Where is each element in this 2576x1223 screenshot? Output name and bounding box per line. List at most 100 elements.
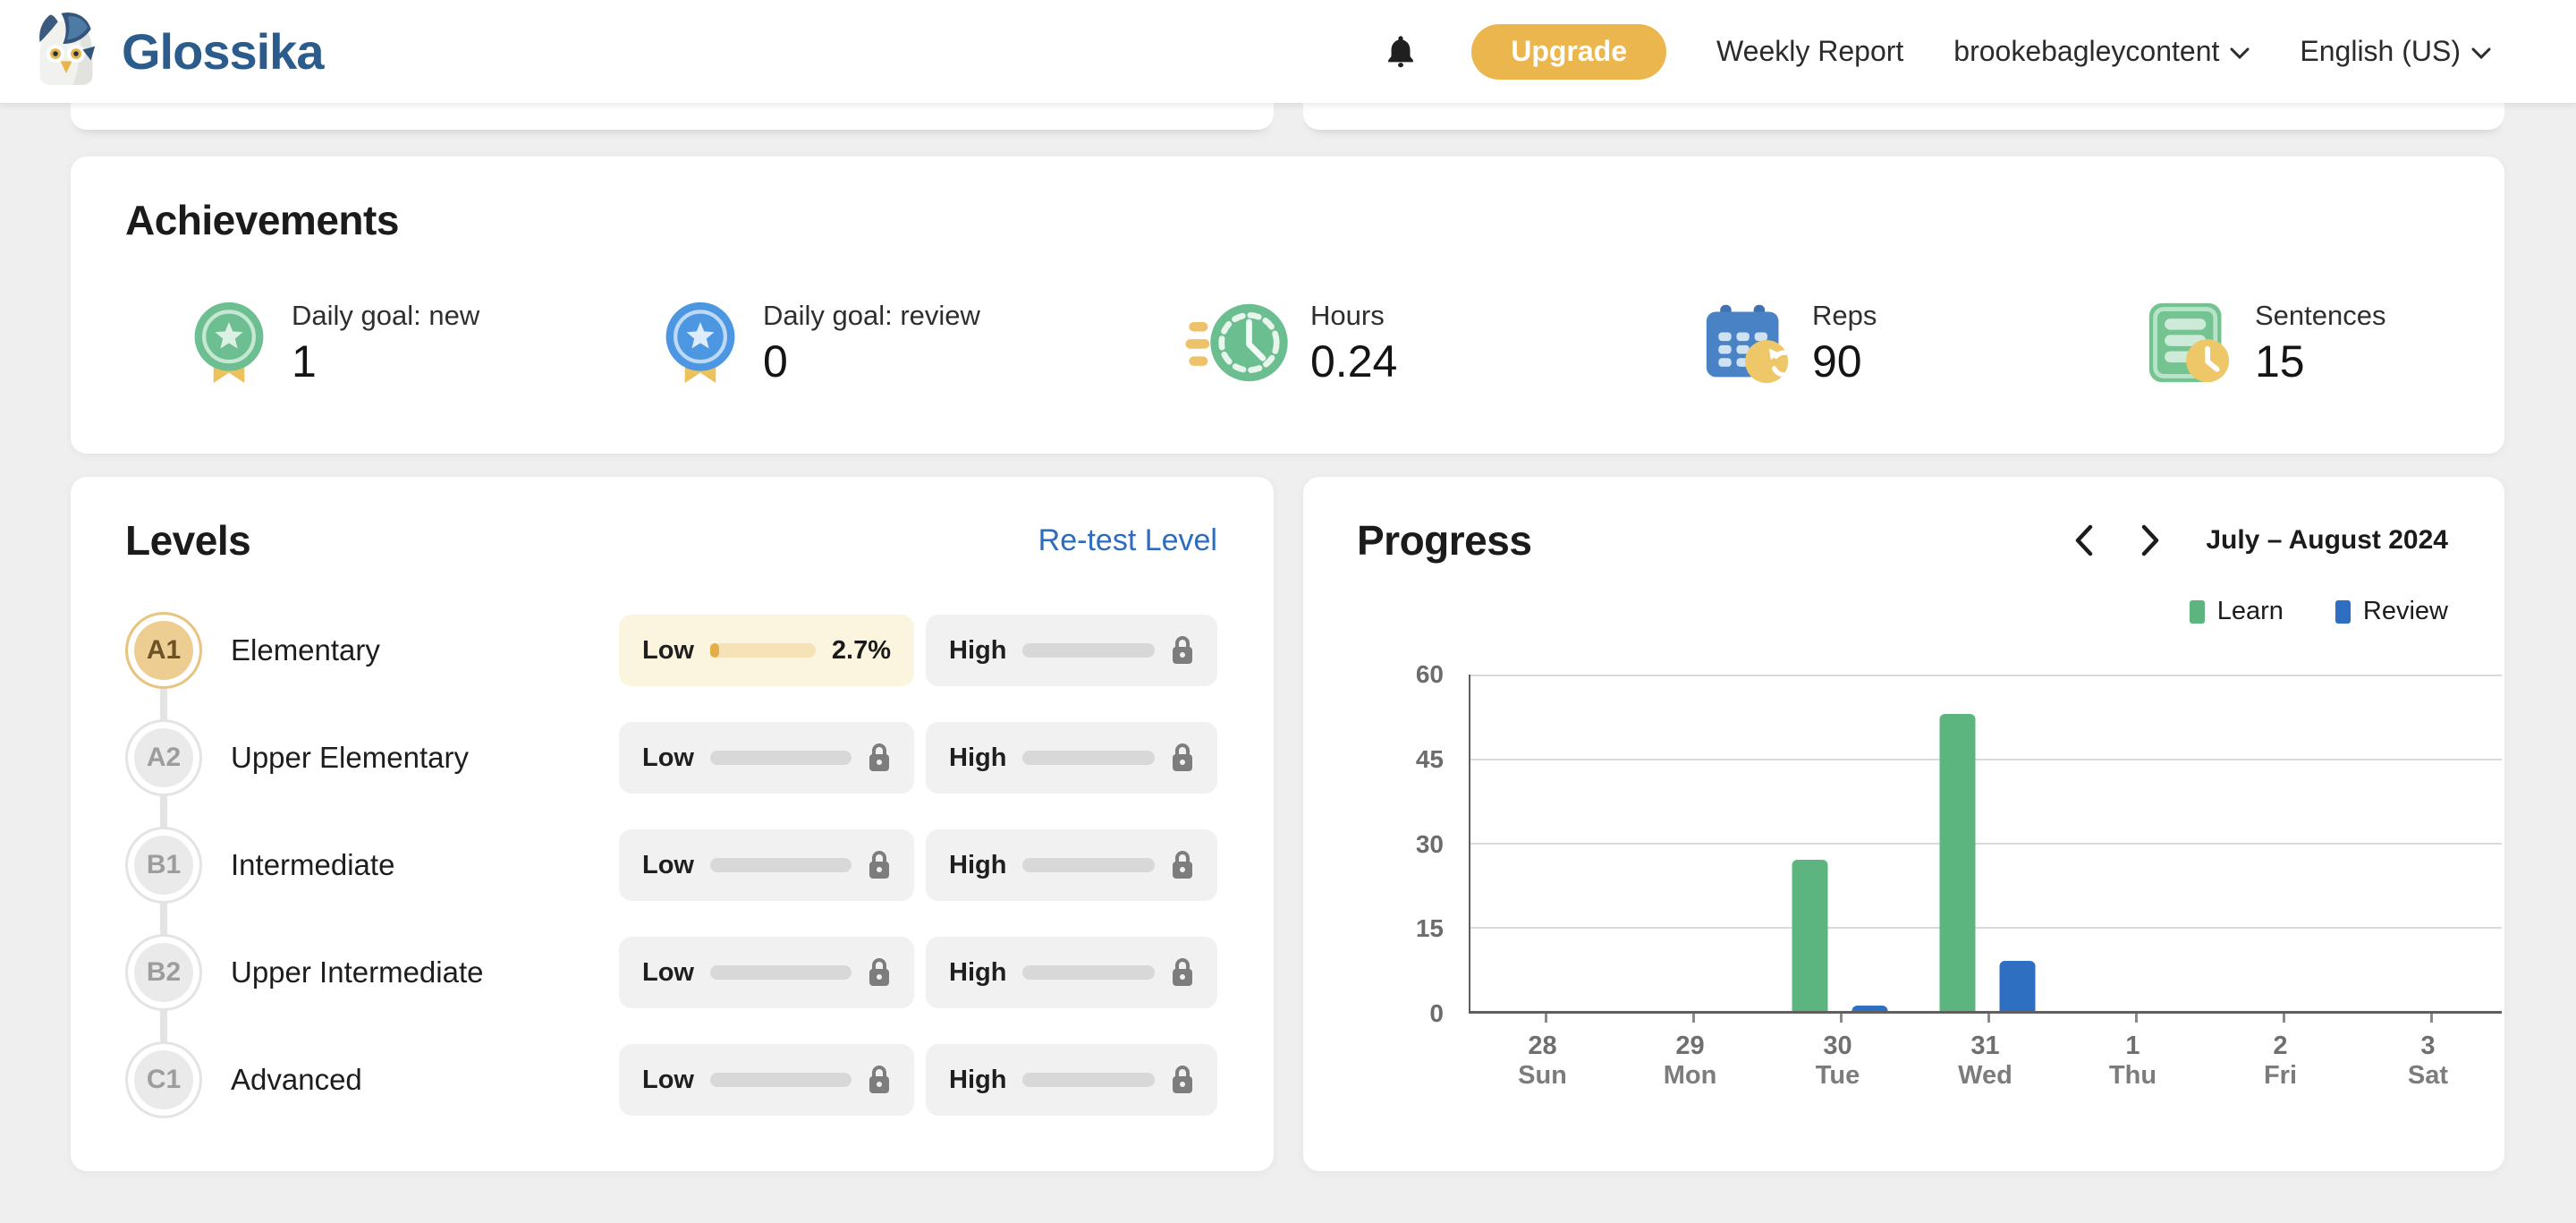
progress-track: [1022, 858, 1155, 872]
gridline: [1470, 759, 2502, 760]
bar-learn: [1939, 713, 1975, 1011]
low-progress-pill-locked[interactable]: Low: [619, 722, 914, 794]
levels-title: Levels: [125, 517, 251, 564]
progress-percent: 2.7%: [831, 635, 891, 665]
progress-track: [710, 858, 852, 872]
low-progress-pill-locked[interactable]: Low: [619, 829, 914, 901]
header-nav: Upgrade Weekly Report brookebagleyconten…: [1380, 23, 2491, 80]
legend-item-review[interactable]: Review: [2334, 597, 2448, 626]
achievements-title: Achievements: [125, 197, 399, 243]
progress-track: [1022, 751, 1155, 765]
day-slot: [2061, 675, 2208, 1023]
progress-track: [710, 965, 852, 980]
low-progress-pill[interactable]: Low 2.7%: [619, 615, 914, 686]
lock-icon: [869, 1066, 889, 1093]
achievements-card: Achievements Daily goal: new 1: [71, 157, 2504, 454]
day-slot: [1913, 675, 2061, 1023]
weekday-label: Fri: [2263, 1061, 2298, 1090]
stat-label: Daily goal: new: [292, 300, 480, 331]
level-badge-a1: A1: [125, 612, 202, 689]
pill-label: Low: [642, 743, 694, 772]
card-partial: [71, 103, 1274, 130]
high-progress-pill-locked[interactable]: High: [926, 829, 1217, 901]
chevron-right-button[interactable]: [2132, 522, 2168, 558]
level-row-a2: A2 Upper Elementary Low High: [125, 704, 1217, 811]
high-progress-pill-locked[interactable]: High: [926, 722, 1217, 794]
level-badge-b1: B1: [125, 827, 202, 904]
upgrade-button[interactable]: Upgrade: [1471, 23, 1667, 80]
low-progress-pill-locked[interactable]: Low: [619, 937, 914, 1008]
glossika-logo[interactable]: Glossika: [25, 9, 324, 94]
clock-green-icon: [1185, 300, 1291, 390]
period-label: July – August 2024: [2206, 525, 2448, 555]
stat-value: 90: [1812, 336, 1862, 386]
progress-track: [710, 1073, 852, 1087]
chevron-down-icon: [2471, 47, 2491, 59]
day-slot: [1766, 675, 1913, 1023]
level-row-b2: B2 Upper Intermediate Low High: [125, 919, 1217, 1026]
language-menu[interactable]: English (US): [2300, 35, 2491, 68]
day-label: 30: [1823, 1032, 1852, 1060]
stat-value: 15: [2255, 336, 2305, 386]
day-slot: [2208, 675, 2356, 1023]
pill-label: Low: [642, 850, 694, 879]
review-swatch: [2334, 599, 2351, 624]
legend-item-learn[interactable]: Learn: [2189, 597, 2284, 626]
y-tick-label: 45: [1415, 744, 1444, 773]
progress-track: [710, 751, 852, 765]
x-axis-labels: 28 Sun 29 Mon 30 Tue 31 Wed 1 Thu 2 Fri 3 Sat: [1469, 1032, 2502, 1091]
lock-icon: [1173, 1066, 1192, 1093]
account-menu[interactable]: brookebagleycontent: [1953, 35, 2250, 68]
stat-hours: Hours 0.24: [1185, 300, 1397, 390]
progress-track: [1022, 965, 1155, 980]
stat-daily-goal-review: Daily goal: review 0: [657, 300, 980, 390]
retest-level-link[interactable]: Re-test Level: [1038, 522, 1217, 557]
legend-label: Review: [2362, 597, 2448, 625]
lock-icon: [869, 958, 889, 986]
weekday-label: Mon: [1663, 1061, 1717, 1090]
bar-learn: [1792, 859, 1827, 1011]
level-row-c1: C1 Advanced Low High: [125, 1026, 1217, 1134]
day-slot: [1470, 675, 1618, 1023]
x-tick: [2429, 1014, 2433, 1023]
card-partial: [1303, 103, 2504, 130]
medal-star-green-icon: [186, 300, 272, 390]
y-tick-label: 30: [1415, 829, 1444, 858]
medal-star-blue-icon: [657, 300, 743, 390]
gridline: [1470, 675, 2502, 676]
x-tick: [2282, 1014, 2285, 1023]
weekday-label: Sun: [1518, 1061, 1567, 1090]
stat-label: Reps: [1812, 300, 1877, 331]
weekly-report-link[interactable]: Weekly Report: [1716, 35, 1904, 67]
stat-label: Hours: [1310, 300, 1385, 331]
lock-icon: [1173, 636, 1192, 664]
stat-label: Sentences: [2255, 300, 2386, 331]
high-progress-pill-locked[interactable]: High: [926, 1044, 1217, 1116]
day-slot: [2356, 675, 2504, 1023]
stat-reps: Reps 90: [1699, 300, 1877, 390]
progress-fill: [710, 643, 719, 658]
lock-icon: [869, 743, 889, 771]
high-progress-pill-locked[interactable]: High: [926, 937, 1217, 1008]
sentences-clock-green-icon: [2142, 300, 2235, 390]
level-name: Upper Intermediate: [231, 955, 484, 989]
chevron-left-button[interactable]: [2066, 522, 2102, 558]
progress-track: [1022, 1073, 1155, 1087]
scrolled-cards: [71, 103, 2504, 130]
pill-label: Low: [642, 1065, 694, 1094]
level-row-b1: B1 Intermediate Low High: [125, 811, 1217, 919]
stat-value: 0.24: [1310, 336, 1398, 386]
pill-label: Low: [642, 635, 694, 665]
stat-value: 0: [763, 336, 788, 386]
low-progress-pill-locked[interactable]: Low: [619, 1044, 914, 1116]
x-tick: [1691, 1014, 1695, 1023]
progress-card: Progress July – August 2024 Learn: [1303, 477, 2504, 1171]
owl-logo-icon: [25, 9, 107, 94]
x-tick: [1987, 1014, 1990, 1023]
y-tick-label: 60: [1415, 660, 1444, 688]
lock-icon: [1173, 851, 1192, 879]
high-progress-pill-locked[interactable]: High: [926, 615, 1217, 686]
notifications-bell-icon[interactable]: [1380, 31, 1421, 72]
levels-list: A1 Elementary Low 2.7% High: [125, 597, 1217, 1134]
pill-label: Low: [642, 957, 694, 987]
